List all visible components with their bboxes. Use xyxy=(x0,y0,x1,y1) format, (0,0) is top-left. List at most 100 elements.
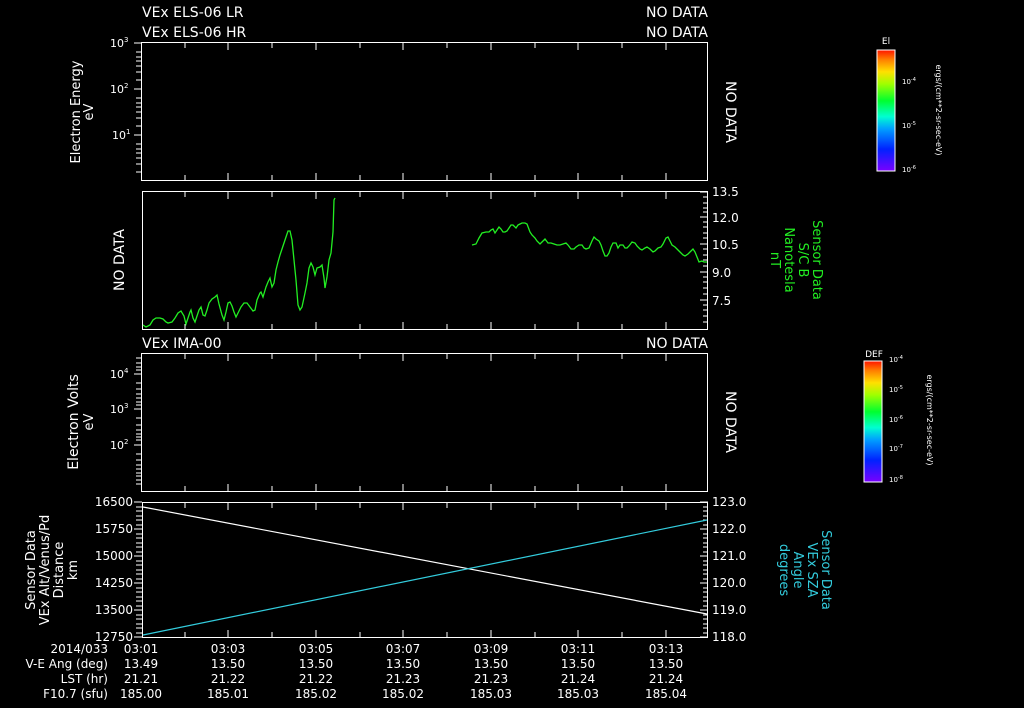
colorbar1-tick-3: 10-6 xyxy=(902,165,916,174)
colorbar2-gradient xyxy=(863,360,883,483)
panel1-ytick-1e3: 103 xyxy=(110,36,128,50)
panel3-ylabel-unit: eV xyxy=(82,413,97,430)
panel-altitude-sza: 16500 15750 15000 14250 13500 12750 123.… xyxy=(24,495,833,644)
f107-6: 185.04 xyxy=(645,687,687,701)
f107-2: 185.02 xyxy=(295,687,337,701)
panel4-rtick-118: 118.0 xyxy=(712,630,746,644)
lst-3: 21.23 xyxy=(386,672,420,686)
panel2-ytick-10.5: 10.5 xyxy=(712,238,739,252)
panel4-rlabel-2: VEx SZA xyxy=(804,543,819,598)
panel2-ylabel-1: Sensor Data xyxy=(809,220,824,300)
vea-1: 13.50 xyxy=(211,657,245,671)
x-date-label: 2014/033 xyxy=(51,642,109,656)
panel4-rtick-121: 121.0 xyxy=(712,549,746,563)
panel4-rlabel-3: Angle xyxy=(790,552,805,589)
panel3-title: VEx IMA-00 xyxy=(142,336,222,352)
panel4-ytick-16500: 16500 xyxy=(95,495,133,509)
panel3-xticks xyxy=(134,354,667,491)
vea-3: 13.50 xyxy=(386,657,420,671)
panel1-right-nodata: NO DATA xyxy=(722,81,738,143)
panel1-title-hr: VEx ELS-06 HR xyxy=(142,25,247,41)
panel1-frame xyxy=(141,42,708,181)
x-tick-1: 03:03 xyxy=(211,642,246,656)
panel1-xticks xyxy=(134,42,667,180)
x-row-label-vea: V-E Ang (deg) xyxy=(26,657,108,671)
lst-5: 21.24 xyxy=(561,672,595,686)
lst-1: 21.22 xyxy=(211,672,245,686)
f107-3: 185.02 xyxy=(382,687,424,701)
x-tick-2: 03:05 xyxy=(299,642,334,656)
panel2-ytick-9.0: 9.0 xyxy=(712,266,731,280)
f107-1: 185.01 xyxy=(207,687,249,701)
colorbar-def: DEF 10-4 10-5 10-6 10-7 10-8 ergs/(cm**2… xyxy=(863,350,934,484)
lst-6: 21.24 xyxy=(649,672,683,686)
bfield-trace-1 xyxy=(142,197,336,328)
panel4-rtick-120: 120.0 xyxy=(712,576,746,590)
panel1-ytick-1e2: 102 xyxy=(110,82,128,96)
panel2-ytick-12.0: 12.0 xyxy=(712,211,739,225)
panel4-ytick-13500: 13500 xyxy=(95,603,133,617)
x-tick-6: 03:13 xyxy=(649,642,684,656)
panel1-ylabel-unit: eV xyxy=(82,103,97,120)
panel2-left-nodata: NO DATA xyxy=(112,229,128,291)
panel3-nodata: NO DATA xyxy=(646,336,708,352)
panel-magnetic-field: 13.5 12.0 10.5 9.0 7.5 NO DATA Sensor Da… xyxy=(112,185,824,330)
panel4-ylabel-1: Sensor Data xyxy=(24,530,39,610)
colorbar1-label: ergs/(cm**2-sr-sec-eV) xyxy=(934,64,943,155)
panel2-xticks xyxy=(184,191,708,329)
panel4-rtick-123: 123.0 xyxy=(712,495,746,509)
panel-electron-energy: VEx ELS-06 LR NO DATA VEx ELS-06 HR NO D… xyxy=(69,5,738,181)
colorbar2-label: ergs/(cm**2-sr-sec-eV) xyxy=(925,374,934,465)
panel4-ytick-12750: 12750 xyxy=(95,630,133,644)
panel3-ytick-1e4: 104 xyxy=(110,367,129,381)
panel3-frame xyxy=(141,353,708,492)
panel3-right-nodata: NO DATA xyxy=(722,391,738,453)
panel4-ylabel-4: km xyxy=(66,560,81,580)
lst-2: 21.22 xyxy=(299,672,333,686)
panel2-ylabel-4: nT xyxy=(767,252,782,268)
panel1-title-lr: VEx ELS-06 LR xyxy=(142,5,244,21)
f107-0: 185.00 xyxy=(120,687,162,701)
vea-2: 13.50 xyxy=(299,657,333,671)
panel3-ytick-1e3: 103 xyxy=(110,402,128,416)
colorbar2-tick-3: 10-6 xyxy=(889,415,903,424)
panel1-nodata-lr: NO DATA xyxy=(646,5,708,21)
x-tick-5: 03:11 xyxy=(561,642,596,656)
colorbar-el: El 10-4 10-5 10-6 ergs/(cm**2-sr-sec-eV) xyxy=(876,37,943,174)
colorbar1-tick-2: 10-5 xyxy=(902,121,916,130)
panel1-ylabel: Electron Energy xyxy=(69,60,84,163)
panel4-ytick-15000: 15000 xyxy=(95,549,133,563)
panel2-ylabel-3: Nanotesla xyxy=(781,227,796,292)
x-axis-annotations: 2014/033 V-E Ang (deg) LST (hr) F10.7 (s… xyxy=(26,642,687,701)
colorbar1-title: El xyxy=(882,37,890,47)
panel2-ylabel-2: S/C B xyxy=(795,243,810,278)
panel4-ytick-14250: 14250 xyxy=(95,576,133,590)
colorbar2-tick-1: 10-4 xyxy=(889,355,903,364)
panel4-rtick-122: 122.0 xyxy=(712,522,746,536)
colorbar1-tick-1: 10-4 xyxy=(902,77,916,86)
panel4-rlabel-4: degrees xyxy=(776,544,791,597)
distance-trace xyxy=(142,506,708,615)
panel-ima: VEx IMA-00 NO DATA 104 103 102 Electron … xyxy=(66,336,738,492)
x-row-label-f107: F10.7 (sfu) xyxy=(43,687,108,701)
panel1-nodata-hr: NO DATA xyxy=(646,25,708,41)
f107-4: 185.03 xyxy=(470,687,512,701)
vea-4: 13.50 xyxy=(474,657,508,671)
panel3-ylabel: Electron Volts xyxy=(66,374,82,470)
panel1-ytick-1e1: 101 xyxy=(112,128,130,142)
lst-4: 21.23 xyxy=(474,672,508,686)
panel4-ylabel-3: Distance xyxy=(52,542,67,599)
vea-6: 13.50 xyxy=(649,657,683,671)
colorbar2-tick-4: 10-7 xyxy=(889,444,903,453)
panel4-ytick-15750: 15750 xyxy=(95,522,133,536)
vea-5: 13.50 xyxy=(561,657,595,671)
colorbar2-title: DEF xyxy=(865,350,883,360)
sza-trace xyxy=(142,519,708,636)
colorbar1-gradient xyxy=(876,49,896,172)
vea-0: 13.49 xyxy=(124,657,158,671)
x-tick-0: 03:01 xyxy=(124,642,159,656)
panel4-ylabel-2: VEx Alt/Venus/Pd xyxy=(38,515,53,626)
x-tick-4: 03:09 xyxy=(474,642,509,656)
panel2-ytick-7.5: 7.5 xyxy=(712,294,731,308)
